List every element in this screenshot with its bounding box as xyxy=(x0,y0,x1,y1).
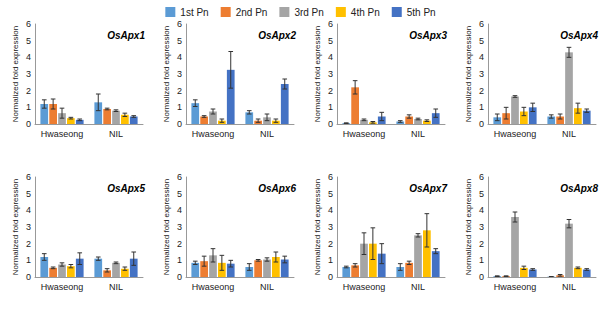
svg-text:4: 4 xyxy=(479,205,484,215)
svg-text:5: 5 xyxy=(328,36,333,46)
svg-text:Hwaseong: Hwaseong xyxy=(343,282,386,292)
svg-text:1: 1 xyxy=(328,102,333,112)
svg-text:0: 0 xyxy=(328,272,333,282)
svg-text:OsApx5: OsApx5 xyxy=(107,183,145,194)
svg-text:Normalized fold expression: Normalized fold expression xyxy=(464,26,473,123)
svg-text:2nd Pn: 2nd Pn xyxy=(236,7,268,18)
svg-text:0: 0 xyxy=(26,272,31,282)
svg-text:Hwaseong: Hwaseong xyxy=(494,129,537,139)
svg-text:Normalized fold expression: Normalized fold expression xyxy=(162,179,171,276)
svg-text:Hwaseong: Hwaseong xyxy=(494,282,537,292)
svg-text:NIL: NIL xyxy=(562,129,576,139)
svg-text:6: 6 xyxy=(177,19,182,29)
svg-text:Normalized fold expression: Normalized fold expression xyxy=(162,26,171,123)
svg-text:6: 6 xyxy=(26,172,31,182)
svg-text:OsApx1: OsApx1 xyxy=(107,30,145,41)
svg-text:Hwaseong: Hwaseong xyxy=(192,129,235,139)
svg-text:0: 0 xyxy=(479,272,484,282)
svg-text:2: 2 xyxy=(479,86,484,96)
svg-text:4: 4 xyxy=(479,52,484,62)
svg-text:2: 2 xyxy=(177,86,182,96)
svg-text:5: 5 xyxy=(328,189,333,199)
svg-text:3: 3 xyxy=(177,222,182,232)
svg-text:Hwaseong: Hwaseong xyxy=(192,282,235,292)
svg-text:3: 3 xyxy=(479,69,484,79)
svg-text:4: 4 xyxy=(328,52,333,62)
svg-text:2: 2 xyxy=(26,86,31,96)
svg-text:4: 4 xyxy=(177,52,182,62)
svg-text:OsApx2: OsApx2 xyxy=(258,30,296,41)
svg-text:OsApx8: OsApx8 xyxy=(560,183,598,194)
svg-text:Hwaseong: Hwaseong xyxy=(343,129,386,139)
svg-text:5th Pn: 5th Pn xyxy=(407,7,436,18)
svg-text:NIL: NIL xyxy=(109,282,123,292)
svg-text:0: 0 xyxy=(177,119,182,129)
svg-text:OsApx7: OsApx7 xyxy=(409,183,447,194)
svg-text:6: 6 xyxy=(328,172,333,182)
svg-text:Normalized fold expression: Normalized fold expression xyxy=(313,179,322,276)
svg-text:Normalized fold expression: Normalized fold expression xyxy=(313,26,322,123)
svg-text:0: 0 xyxy=(177,272,182,282)
svg-text:0: 0 xyxy=(328,119,333,129)
svg-text:3: 3 xyxy=(26,222,31,232)
svg-text:0: 0 xyxy=(26,119,31,129)
svg-text:OsApx3: OsApx3 xyxy=(409,30,447,41)
svg-text:6: 6 xyxy=(26,19,31,29)
svg-text:2: 2 xyxy=(479,239,484,249)
svg-text:4: 4 xyxy=(328,205,333,215)
svg-text:5: 5 xyxy=(177,189,182,199)
svg-text:6: 6 xyxy=(328,19,333,29)
svg-text:NIL: NIL xyxy=(109,129,123,139)
svg-text:3: 3 xyxy=(177,69,182,79)
svg-text:1: 1 xyxy=(177,102,182,112)
svg-text:2: 2 xyxy=(328,86,333,96)
svg-text:5: 5 xyxy=(26,36,31,46)
svg-text:4: 4 xyxy=(26,52,31,62)
svg-text:NIL: NIL xyxy=(411,282,425,292)
svg-text:1: 1 xyxy=(328,255,333,265)
svg-text:Hwaseong: Hwaseong xyxy=(41,282,84,292)
svg-text:1: 1 xyxy=(479,102,484,112)
svg-text:Hwaseong: Hwaseong xyxy=(41,129,84,139)
svg-text:Normalized fold expression: Normalized fold expression xyxy=(11,179,20,276)
svg-text:NIL: NIL xyxy=(260,129,274,139)
svg-text:6: 6 xyxy=(479,172,484,182)
svg-text:4th Pn: 4th Pn xyxy=(351,7,380,18)
svg-text:3: 3 xyxy=(479,222,484,232)
svg-text:3rd Pn: 3rd Pn xyxy=(294,7,323,18)
svg-text:1: 1 xyxy=(26,255,31,265)
svg-text:NIL: NIL xyxy=(562,282,576,292)
svg-text:6: 6 xyxy=(479,19,484,29)
svg-text:2: 2 xyxy=(177,239,182,249)
svg-text:1st Pn: 1st Pn xyxy=(180,7,208,18)
svg-text:5: 5 xyxy=(26,189,31,199)
svg-text:5: 5 xyxy=(177,36,182,46)
svg-text:1: 1 xyxy=(177,255,182,265)
svg-text:OsApx6: OsApx6 xyxy=(258,183,296,194)
svg-text:Normalized fold expression: Normalized fold expression xyxy=(11,26,20,123)
svg-text:3: 3 xyxy=(328,222,333,232)
svg-text:2: 2 xyxy=(328,239,333,249)
svg-text:NIL: NIL xyxy=(411,129,425,139)
svg-text:Normalized fold expression: Normalized fold expression xyxy=(464,179,473,276)
svg-text:6: 6 xyxy=(177,172,182,182)
svg-text:5: 5 xyxy=(479,189,484,199)
svg-text:4: 4 xyxy=(26,205,31,215)
svg-text:3: 3 xyxy=(328,69,333,79)
svg-text:5: 5 xyxy=(479,36,484,46)
svg-text:2: 2 xyxy=(26,239,31,249)
svg-text:OsApx4: OsApx4 xyxy=(560,30,598,41)
svg-text:4: 4 xyxy=(177,205,182,215)
svg-text:3: 3 xyxy=(26,69,31,79)
svg-text:1: 1 xyxy=(479,255,484,265)
svg-text:1: 1 xyxy=(26,102,31,112)
svg-text:0: 0 xyxy=(479,119,484,129)
svg-text:NIL: NIL xyxy=(260,282,274,292)
